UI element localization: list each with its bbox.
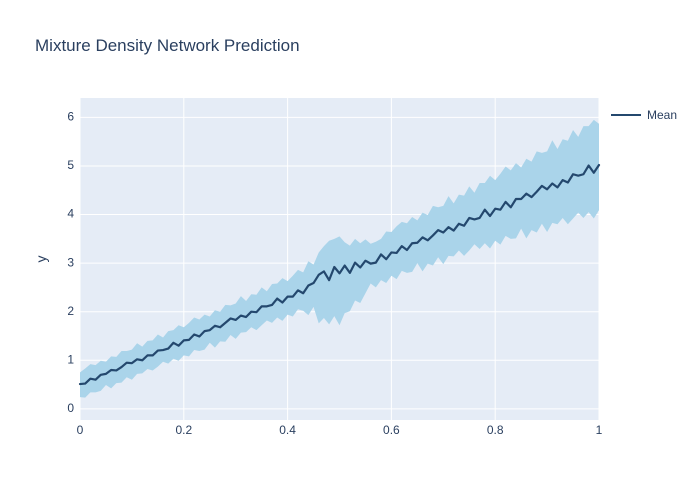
y-tick-label: 1 <box>67 352 74 366</box>
traces <box>78 119 601 398</box>
y-tick-label: 6 <box>67 110 74 124</box>
y-tick-label: 3 <box>67 255 74 269</box>
x-tick-label: 0.6 <box>383 423 400 437</box>
y-tick-label: 5 <box>67 158 74 172</box>
y-tick-label: 2 <box>67 304 74 318</box>
x-axis-tick-labels: 0 0.2 0.4 0.6 0.8 1 <box>77 423 603 437</box>
y-tick-label: 4 <box>67 207 74 221</box>
y-tick-label: 0 <box>67 401 74 415</box>
uncertainty-band[interactable] <box>80 119 599 398</box>
x-tick-label: 0.4 <box>279 423 296 437</box>
y-axis-title: y <box>33 256 49 263</box>
x-tick-label: 0 <box>77 423 84 437</box>
x-tick-label: 0.2 <box>175 423 192 437</box>
legend: Mean <box>611 108 677 122</box>
y-axis-tick-labels: 0 1 2 3 4 5 6 <box>67 110 74 415</box>
mean-line[interactable] <box>78 163 601 386</box>
x-tick-label: 1 <box>596 423 603 437</box>
x-tick-label: 0.8 <box>487 423 504 437</box>
legend-label-mean[interactable]: Mean <box>647 108 677 122</box>
chart-title: Mixture Density Network Prediction <box>35 36 300 55</box>
